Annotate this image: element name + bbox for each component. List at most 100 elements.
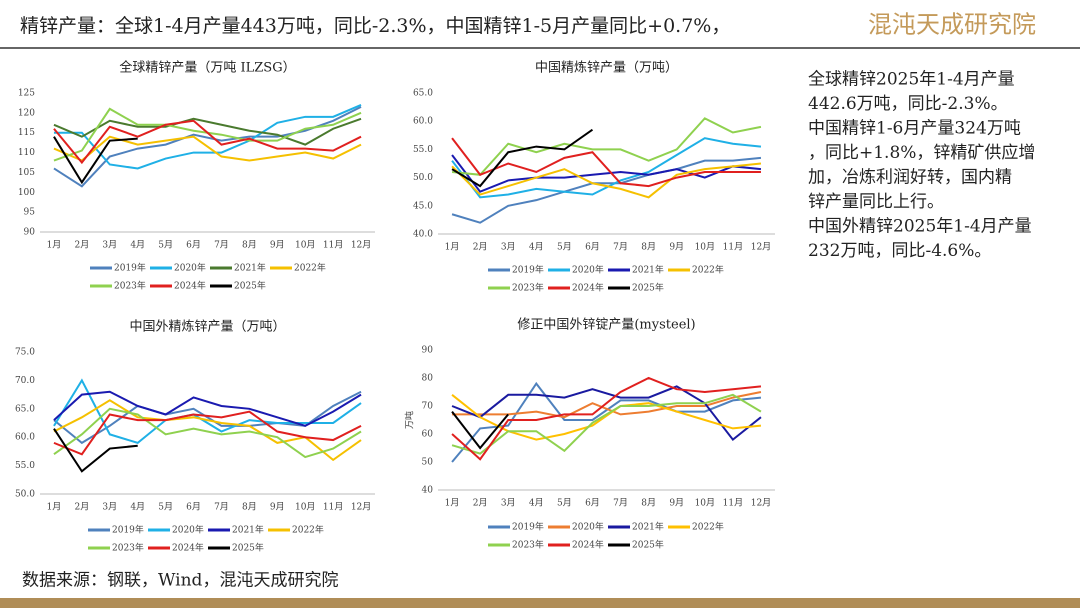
chart-title: 中国精炼锌产量（万吨） xyxy=(535,61,678,76)
series-line xyxy=(451,137,762,199)
legend-label: 2020年 xyxy=(572,521,604,533)
series-line xyxy=(451,376,762,461)
note-line: 锌产量同比上行。 xyxy=(808,192,944,212)
series-line xyxy=(53,117,362,146)
x-tick-label: 8月 xyxy=(641,498,656,509)
series-line xyxy=(53,410,362,456)
series-line xyxy=(53,399,362,462)
series-line xyxy=(451,394,762,441)
legend-label: 2021年 xyxy=(234,262,266,274)
logo: 混沌天成研究院 xyxy=(868,11,1036,39)
x-tick-label: 11月 xyxy=(723,242,743,253)
x-tick-label: 3月 xyxy=(501,242,516,253)
y-tick-label: 115 xyxy=(18,128,35,138)
x-tick-label: 1月 xyxy=(47,240,62,251)
x-tick-label: 6月 xyxy=(186,240,201,251)
x-tick-label: 3月 xyxy=(102,502,117,513)
y-tick-label: 50 xyxy=(422,458,434,468)
y-tick-label: 40 xyxy=(422,486,434,496)
legend-label: 2024年 xyxy=(174,280,206,292)
y-tick-label: 60 xyxy=(422,430,434,440)
x-tick-label: 7月 xyxy=(613,498,628,509)
y-tick-label: 75.0 xyxy=(15,348,35,358)
legend-label: 2022年 xyxy=(292,524,324,536)
y-tick-label: 90 xyxy=(24,228,36,238)
legend-label: 2022年 xyxy=(692,521,724,533)
source: 数据来源：钢联，Wind，混沌天成研究院 xyxy=(22,571,338,591)
x-tick-label: 12月 xyxy=(351,240,371,251)
x-tick-label: 12月 xyxy=(751,498,771,509)
series-line xyxy=(451,410,509,450)
series-line xyxy=(53,390,362,427)
x-tick-label: 4月 xyxy=(529,498,544,509)
y-tick-label: 65.0 xyxy=(15,404,35,414)
y-tick-label: 65.0 xyxy=(413,89,433,99)
x-tick-label: 5月 xyxy=(158,240,173,251)
x-tick-label: 11月 xyxy=(723,498,743,509)
y-tick-label: 50.0 xyxy=(413,173,433,183)
series-line xyxy=(53,378,362,444)
legend-label: 2020年 xyxy=(572,264,604,276)
series-line xyxy=(451,137,761,188)
x-tick-label: 10月 xyxy=(295,502,315,513)
y-tick-label: 60.0 xyxy=(15,433,35,443)
y-tick-label: 60.0 xyxy=(413,117,433,127)
legend-label: 2025年 xyxy=(234,280,266,292)
x-tick-label: 9月 xyxy=(270,502,285,513)
x-tick-label: 8月 xyxy=(242,240,257,251)
legend-label: 2019年 xyxy=(512,521,544,533)
x-tick-label: 9月 xyxy=(270,240,285,251)
legend-label: 2020年 xyxy=(172,524,204,536)
legend-label: 2025年 xyxy=(632,539,664,551)
y-tick-label: 55.0 xyxy=(15,461,35,471)
note-line: 232万吨，同比-4.6%。 xyxy=(808,241,991,261)
x-tick-label: 8月 xyxy=(641,242,656,253)
y-tick-label: 100 xyxy=(18,188,35,198)
x-tick-label: 4月 xyxy=(130,502,145,513)
legend-label: 2020年 xyxy=(174,262,206,274)
note-line: 加，冶炼利润好转，国内精 xyxy=(808,168,1012,188)
legend-label: 2023年 xyxy=(512,539,544,551)
x-tick-label: 2月 xyxy=(473,242,488,253)
y-tick-label: 90 xyxy=(422,346,434,356)
note-line: 全球精锌2025年1-4月产量 xyxy=(808,70,1015,90)
series-line xyxy=(451,154,762,193)
note-line: 中国精锌1-6月产量324万吨 xyxy=(808,119,1021,139)
series-line xyxy=(53,136,138,185)
x-tick-label: 1月 xyxy=(47,502,62,513)
header-title: 精锌产量：全球1-4月产量443万吨，同比-2.3%，中国精锌1-5月产量同比+… xyxy=(20,15,730,37)
series-line xyxy=(53,407,362,459)
x-tick-label: 12月 xyxy=(351,502,371,513)
y-tick-label: 40.0 xyxy=(413,230,433,240)
series-line xyxy=(53,135,362,162)
x-tick-label: 9月 xyxy=(669,242,684,253)
series-line xyxy=(451,162,762,199)
legend-label: 2019年 xyxy=(112,524,144,536)
x-tick-label: 5月 xyxy=(557,242,572,253)
y-tick-label: 55.0 xyxy=(413,145,433,155)
x-tick-label: 11月 xyxy=(323,502,343,513)
series-line xyxy=(452,391,762,419)
legend-label: 2022年 xyxy=(294,262,326,274)
x-tick-label: 10月 xyxy=(695,242,715,253)
note-line: 442.6万吨，同比-2.3%。 xyxy=(808,94,1008,114)
x-tick-label: 10月 xyxy=(295,240,315,251)
x-tick-label: 4月 xyxy=(529,242,544,253)
y-tick-label: 105 xyxy=(18,168,35,178)
x-tick-label: 2月 xyxy=(473,498,488,509)
series-line xyxy=(53,428,138,473)
legend-label: 2019年 xyxy=(114,262,146,274)
series-line xyxy=(451,117,762,176)
x-tick-label: 6月 xyxy=(585,498,600,509)
legend-label: 2021年 xyxy=(632,521,664,533)
x-tick-label: 6月 xyxy=(585,242,600,253)
legend-label: 2023年 xyxy=(112,542,144,554)
series-line xyxy=(451,393,762,455)
series-line xyxy=(53,119,362,165)
x-tick-label: 11月 xyxy=(323,240,343,251)
y-tick-label: 45.0 xyxy=(413,201,433,211)
chart-title: 修正中国外锌锭产量(mysteel) xyxy=(517,318,695,333)
x-tick-label: 9月 xyxy=(669,498,684,509)
y-tick-label: 110 xyxy=(18,148,35,158)
